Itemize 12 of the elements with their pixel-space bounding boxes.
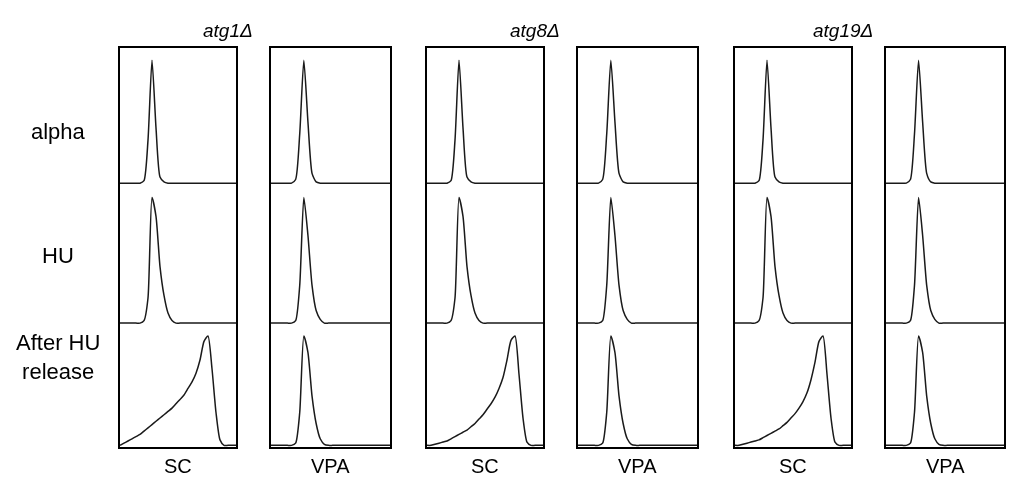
x-axis-title: VPA xyxy=(311,455,351,477)
chart-title: atg1Δ xyxy=(203,20,253,41)
x-axis-title: SC xyxy=(779,455,807,477)
x-axis-title: SC xyxy=(164,455,192,477)
y-axis-title: After HU release xyxy=(16,330,101,384)
y-axis-title: HU xyxy=(42,243,74,268)
x-axis-title: VPA xyxy=(618,455,658,477)
y-axis-title: alpha xyxy=(31,119,86,144)
chart-title: atg8Δ xyxy=(510,20,560,41)
x-axis-title: VPA xyxy=(926,455,966,477)
chart-title: atg19Δ xyxy=(813,20,874,41)
x-axis-title: SC xyxy=(471,455,499,477)
